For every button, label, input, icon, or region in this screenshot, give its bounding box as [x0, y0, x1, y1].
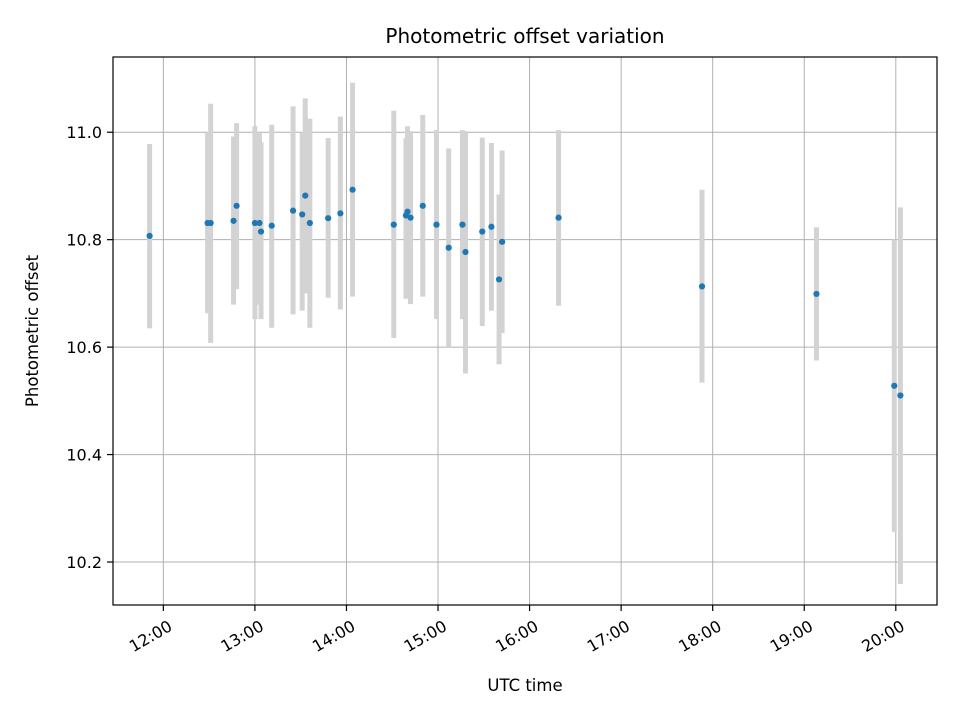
data-point — [349, 186, 356, 193]
data-point — [407, 214, 414, 221]
y-tick-label: 10.8 — [66, 231, 102, 250]
data-point — [390, 221, 397, 228]
data-point — [499, 238, 506, 245]
data-point — [289, 207, 297, 214]
y-tick-label: 10.4 — [66, 446, 102, 465]
data-point — [207, 219, 214, 227]
data-point — [698, 283, 706, 290]
data-point — [462, 248, 469, 256]
data-point — [302, 192, 309, 199]
data-point — [233, 202, 240, 209]
y-tick-label: 10.6 — [66, 338, 102, 357]
y-axis-label: Photometric offset — [23, 254, 42, 407]
data-point — [306, 219, 313, 227]
x-axis-label: UTC time — [487, 676, 562, 695]
y-tick-label: 10.2 — [66, 553, 102, 572]
data-point — [419, 202, 426, 209]
data-point — [433, 221, 440, 228]
data-point — [256, 219, 263, 227]
data-point — [445, 244, 452, 251]
data-point — [299, 211, 306, 218]
plot-frame — [112, 56, 938, 606]
y-tick-layer: 10.2 10.4 10.6 10.8 11.0 — [66, 123, 113, 572]
data-point — [495, 276, 503, 283]
y-tick-label: 11.0 — [66, 123, 102, 142]
data-point — [813, 290, 820, 298]
data-point — [488, 223, 495, 230]
chart-title: Photometric offset variation — [385, 24, 664, 48]
point-layer — [146, 186, 904, 399]
grid-layer — [113, 57, 937, 605]
data-point — [268, 222, 275, 229]
data-point — [891, 382, 898, 389]
data-point — [555, 214, 562, 221]
data-point — [897, 392, 904, 399]
data-point — [337, 210, 344, 217]
data-point — [251, 219, 259, 227]
data-point — [479, 228, 486, 235]
data-point — [404, 208, 411, 215]
data-point — [257, 228, 265, 235]
data-point — [230, 217, 237, 224]
data-point — [325, 215, 332, 222]
data-point — [146, 232, 153, 240]
data-point — [459, 221, 466, 228]
